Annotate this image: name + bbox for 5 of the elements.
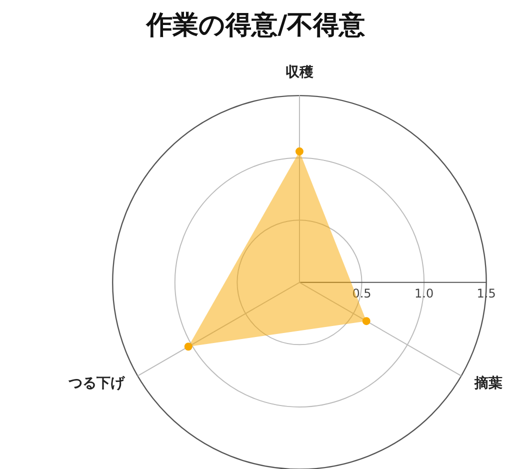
spoke-label: 摘葉 xyxy=(473,374,502,392)
y-tick-label: 1.0 xyxy=(414,286,434,301)
spoke-label: つる下げ xyxy=(68,375,126,392)
chart-title: 作業の得意/不得意 xyxy=(146,10,366,40)
spoke-label: 収穫 xyxy=(285,64,314,80)
